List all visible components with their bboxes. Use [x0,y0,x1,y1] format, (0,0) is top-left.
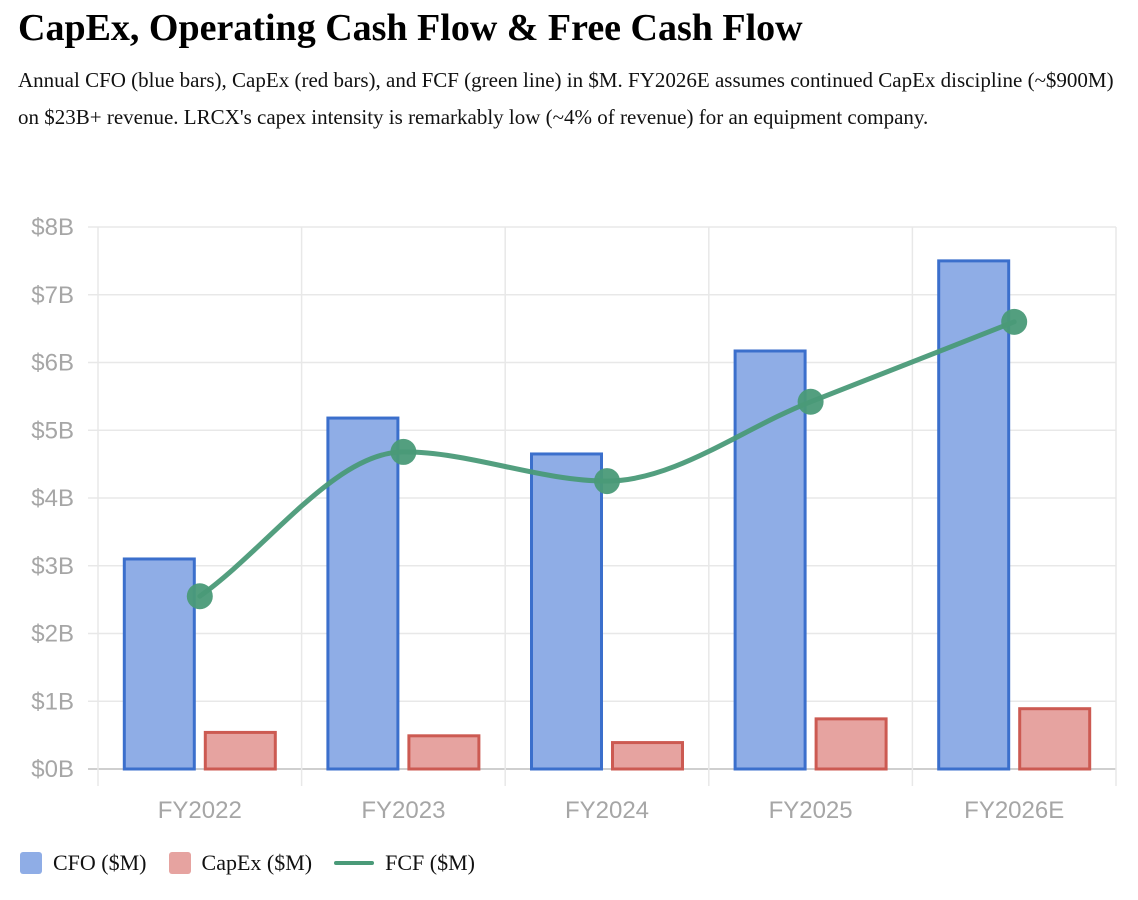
bar-series [122,259,1092,771]
x-tick-label: FY2022 [158,797,242,824]
legend-label-fcf: FCF ($M) [385,850,475,875]
legend-item-fcf[interactable]: FCF ($M) [334,850,475,876]
chart-subtitle: Annual CFO (blue bars), CapEx (red bars)… [18,68,1114,129]
fcf-point [390,438,417,465]
fcf-point [186,583,213,610]
fcf-point [594,468,620,495]
legend-item-capex[interactable]: CapEx ($M) [168,850,313,876]
legend: CFO ($M) CapEx ($M) FCF ($M) [20,850,497,876]
legend-item-cfo[interactable]: CFO ($M) [20,850,147,876]
x-tick-label: FY2025 [769,797,853,824]
y-tick-label: $4B [31,485,74,512]
legend-label-capex: CapEx ($M) [201,850,313,875]
y-axis: $0B $1B $2B $3B $4B $5B $6B $7B $8B [31,214,74,783]
fcf-point [1001,308,1028,335]
x-tick-label: FY2024 [565,797,649,824]
cfo-bar [122,557,196,771]
y-tick-label: $2B [31,621,74,648]
y-tick-label: $8B [31,214,74,241]
fcf-point [797,388,824,415]
capex-bar [814,717,888,771]
legend-swatch-cfo [20,852,42,874]
y-tick-label: $6B [31,350,74,377]
cfo-bar [326,416,400,771]
cfo-bar [733,349,807,771]
y-tick-label: $1B [31,688,74,715]
x-tick-label: FY2026E [964,797,1064,824]
capex-bar [407,734,481,771]
legend-swatch-capex [168,852,191,874]
capex-bar [203,730,277,771]
y-tick-label: $0B [31,756,74,783]
legend-label-cfo: CFO ($M) [53,850,147,875]
legend-swatch-fcf [334,861,375,865]
chart-canvas: $0B $1B $2B $3B $4B $5B $6B $7B $8B FY2022 FY2023… [31,214,1117,824]
x-axis: FY2022 FY2023 FY2024 FY2025 FY2026E [158,797,1064,824]
capex-bar [611,741,684,771]
capex-bar [1018,707,1092,771]
chart-title: CapEx, Operating Cash Flow & Free Cash F… [18,7,803,49]
y-tick-label: $5B [31,417,74,444]
line-series [186,308,1028,610]
y-tick-label: $7B [31,282,74,309]
x-tick-label: FY2023 [361,797,445,824]
y-tick-label: $3B [31,553,74,580]
cfo-bar [530,452,603,771]
